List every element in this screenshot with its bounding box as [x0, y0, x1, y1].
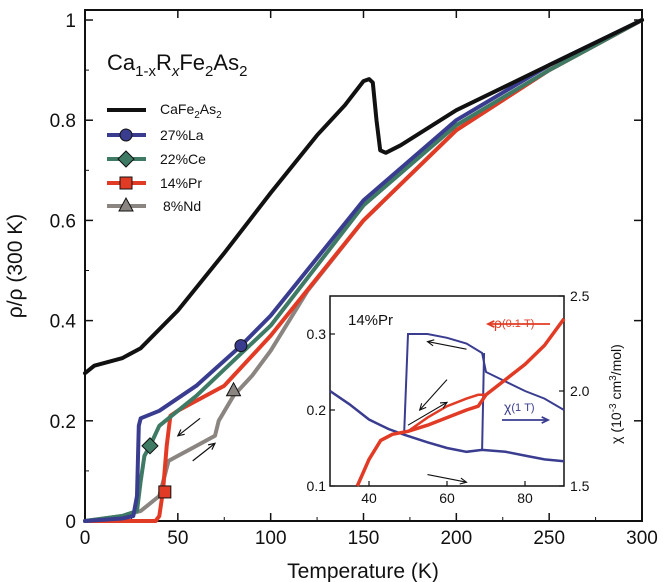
- main-annotation-arrows: [176, 417, 217, 462]
- inset-annotation-arrow-head: [439, 401, 449, 409]
- legend-item-nd: 8%Nd: [107, 196, 201, 214]
- legend-item-la: 27%La: [107, 127, 204, 143]
- legend-label-la: 27%La: [160, 127, 204, 143]
- legend-item-cafe2as2: CaFe2As2: [107, 101, 222, 121]
- inset-chi-warm-line: [403, 333, 565, 435]
- inset-x-tick-label: 80: [517, 490, 533, 506]
- legend-item-pr: 14%Pr: [107, 175, 202, 191]
- legend-marker-triangle: [118, 196, 134, 212]
- inset-chi-cool-line: [329, 389, 565, 463]
- inset-x-tick-label: 40: [361, 490, 377, 506]
- y-tick-label: 0.2: [50, 412, 76, 433]
- inset-annotation-arrow-head: [426, 339, 435, 347]
- inset-legend-rho: ρ(0.1 T): [494, 315, 534, 331]
- legend-label-nd: 8%Nd: [163, 198, 201, 214]
- legend-marker-square: [119, 176, 133, 190]
- x-tick-label: 200: [440, 528, 472, 549]
- legend-label-pr: 14%Pr: [160, 175, 202, 191]
- inset-title: 14%Pr: [348, 312, 393, 329]
- marker-triangle: [225, 381, 242, 397]
- inset-legend-chi: χ(1 T): [504, 399, 535, 415]
- inset-y-tick-label: 0.2: [307, 402, 327, 418]
- x-tick-label: 0: [80, 528, 91, 549]
- annotation-arrow: [192, 442, 216, 462]
- annotation-arrow: [177, 417, 201, 437]
- inset-annotation-arrow: [419, 379, 448, 411]
- y-tick-label: 0.6: [50, 211, 76, 232]
- marker-square: [158, 485, 172, 499]
- y-tick-label: 0.4: [50, 312, 77, 333]
- inset-rho-line: [355, 317, 566, 487]
- x-axis-label: Temperature (K): [287, 560, 439, 582]
- inset-annotation-arrow: [407, 401, 448, 426]
- inset-annotation-arrow-head: [459, 477, 468, 485]
- inset-annotation-arrow: [427, 341, 467, 350]
- main-markers-group: [141, 339, 248, 499]
- inset-y2-tick-label: 2.0: [570, 383, 590, 399]
- inset-annotation-arrow-head: [418, 403, 427, 411]
- x-tick-label: 50: [167, 528, 188, 549]
- x-tick-label: 100: [255, 528, 287, 549]
- marker-diamond: [141, 437, 159, 455]
- inset-axis-ticks: 40 60 80 0.1 0.2 0.3 1.5 2.0 2.5: [307, 288, 590, 506]
- inset-chi-legend-arrow-head: [541, 416, 551, 424]
- chart-title: Ca1-xRxFe2As2: [107, 50, 247, 80]
- annotation-arrow-head: [208, 442, 217, 450]
- y-tick-label: 0: [65, 512, 76, 533]
- legend: CaFe2As2 27%La 22%Ce 14%Pr 8%Nd: [107, 101, 222, 214]
- inset-y2-axis-label: χ (10-3 cm3/mol): [608, 344, 624, 444]
- inset-rho-warm-line: [407, 393, 486, 433]
- inset-annotation-arrows: [407, 320, 551, 485]
- main-series-group: [83, 18, 644, 523]
- series-line-0: [83, 18, 644, 376]
- inset-y-tick-label: 0.1: [307, 478, 327, 494]
- inset-chart: 40 60 800.10.20.31.52.02.5 14%Pr ρ(0.1 T) …: [307, 288, 624, 506]
- x-tick-label: 150: [348, 528, 380, 549]
- x-tick-label: 250: [533, 528, 565, 549]
- inset-y2-tick-label: 2.5: [570, 288, 590, 304]
- legend-item-ce: 22%Ce: [107, 150, 206, 168]
- legend-label-cafe2as2: CaFe2As2: [160, 101, 222, 121]
- inset-y2-tick-label: 1.5: [570, 478, 590, 494]
- y-tick-label: 1: [65, 11, 76, 32]
- inset-y-tick-label: 0.3: [307, 326, 327, 342]
- inset-annotation-arrow: [427, 474, 467, 483]
- annotation-arrow-head: [176, 429, 185, 437]
- y-axis-label: ρ/ρ (300 K): [4, 214, 27, 318]
- legend-marker-diamond: [117, 150, 135, 168]
- y-tick-label: 0.8: [50, 111, 76, 132]
- main-axis-ticks: 0 50 100 150 200 250 300 0 0.2 0.4 0.6 0.8 1: [50, 10, 658, 549]
- legend-marker-circle: [119, 128, 133, 142]
- x-tick-label: 300: [626, 528, 658, 549]
- inset-x-tick-label: 60: [439, 490, 455, 506]
- inset-series-group: [329, 317, 566, 487]
- series-line-1: [83, 18, 644, 523]
- marker-circle: [234, 339, 248, 353]
- series-line-2: [83, 18, 644, 523]
- legend-label-ce: 22%Ce: [160, 151, 206, 167]
- inset-rho-legend-arrow-head: [485, 320, 495, 328]
